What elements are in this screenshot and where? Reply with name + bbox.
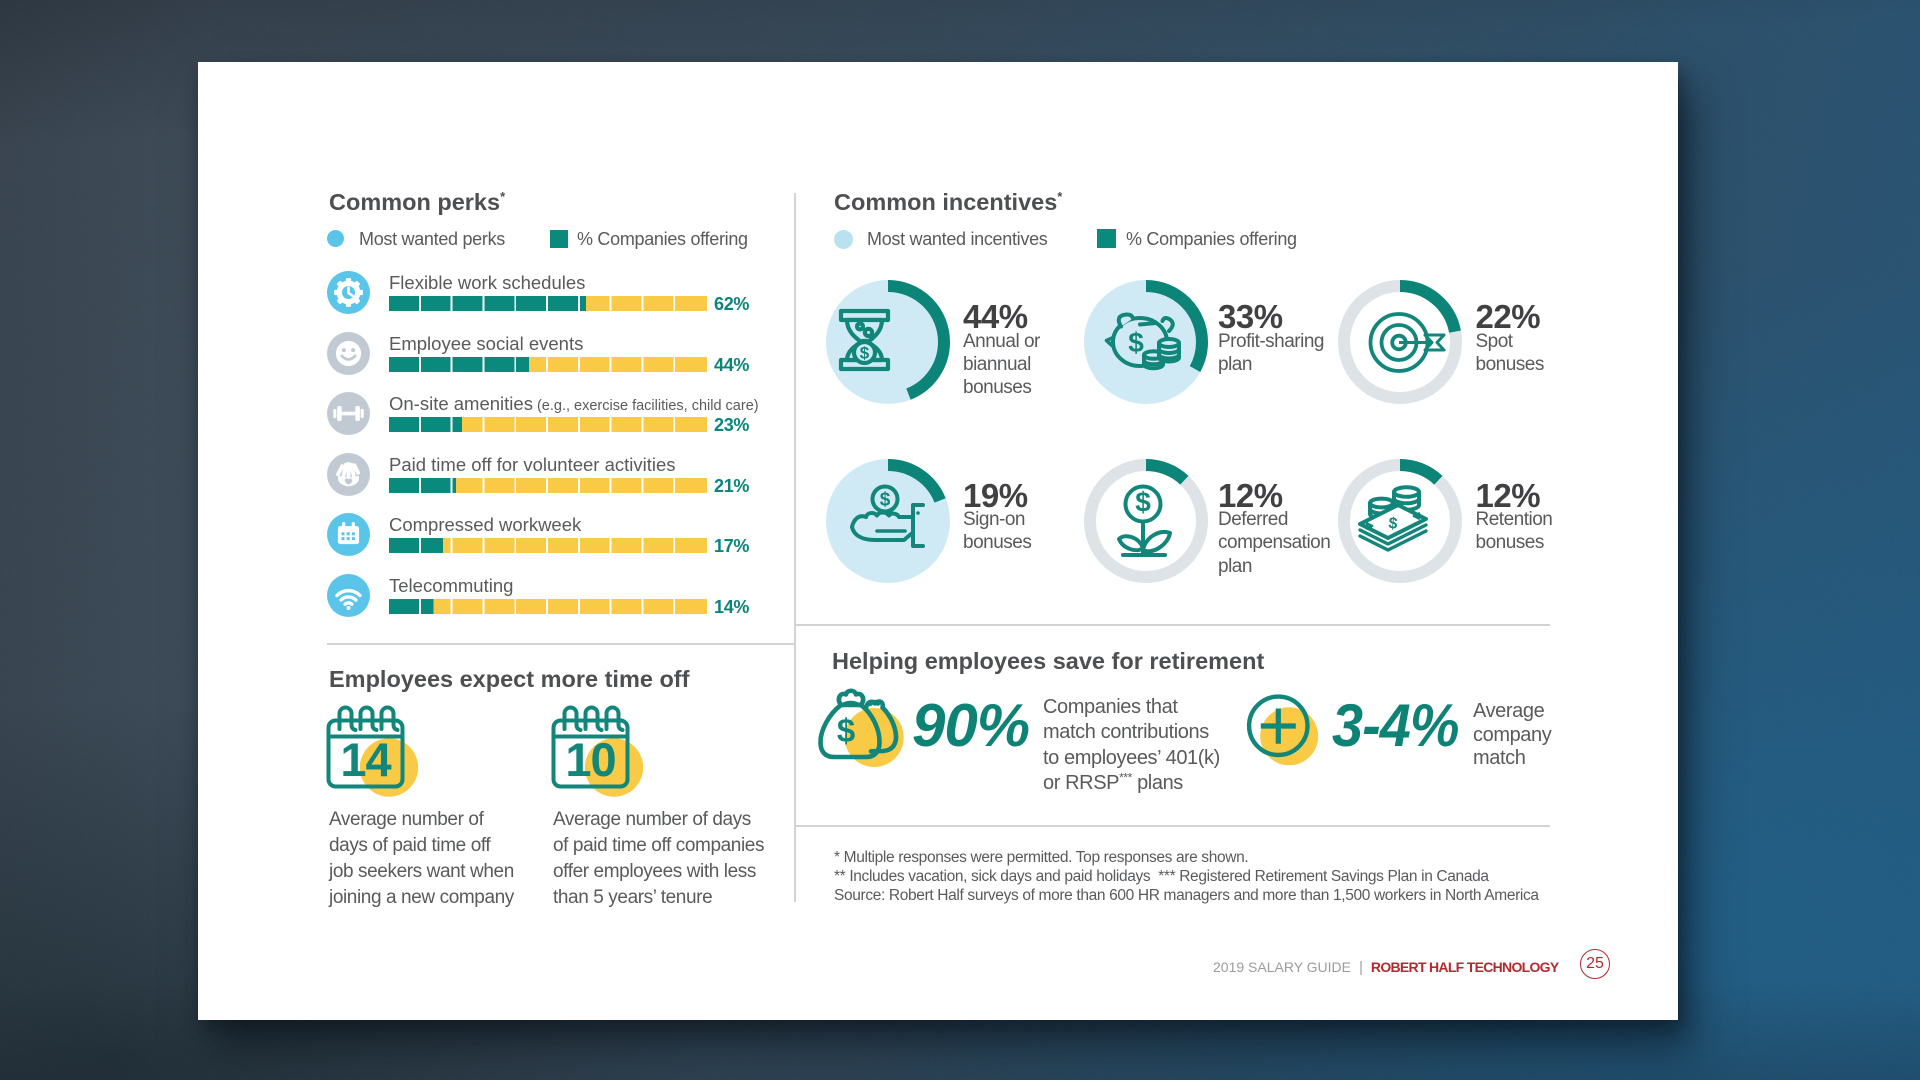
svg-text:$: $ xyxy=(1136,486,1152,517)
svg-text:$: $ xyxy=(837,712,855,749)
svg-text:$: $ xyxy=(1129,327,1145,358)
svg-text:$: $ xyxy=(1387,515,1398,533)
svg-text:14: 14 xyxy=(340,733,391,786)
svg-text:$: $ xyxy=(859,344,869,363)
svg-text:$: $ xyxy=(879,489,890,510)
svg-text:10: 10 xyxy=(565,733,615,786)
